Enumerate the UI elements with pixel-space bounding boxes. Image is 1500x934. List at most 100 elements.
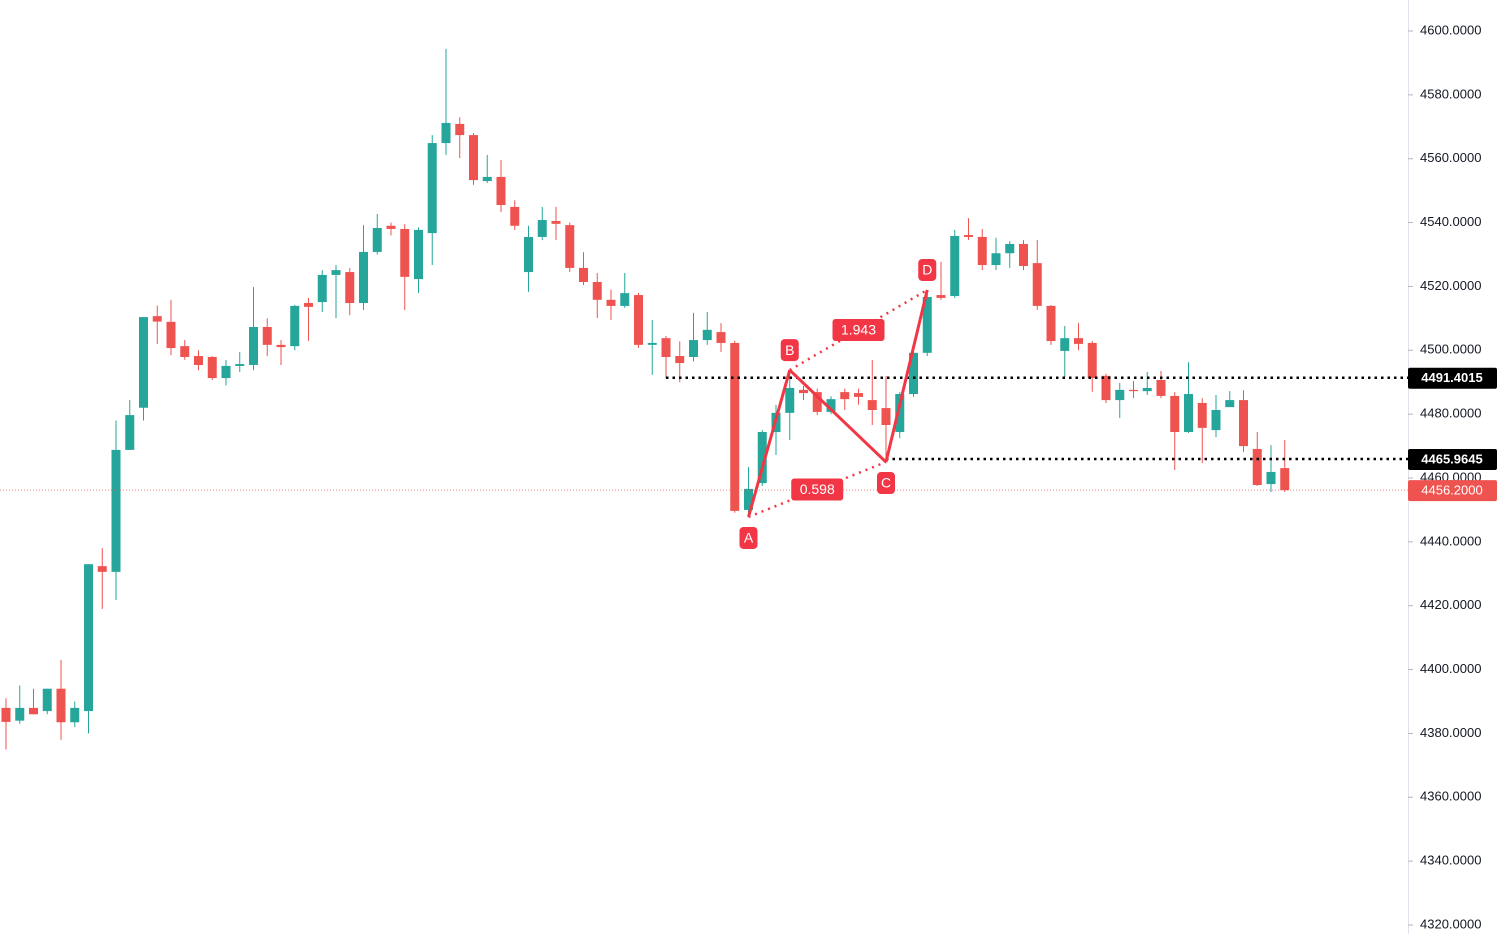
candle-body — [950, 235, 960, 297]
candle-body — [606, 299, 616, 306]
candle-body — [812, 392, 822, 412]
candle-body — [1197, 402, 1207, 428]
candle-body — [1019, 243, 1028, 266]
y-tick-label: 4440.0000 — [1420, 533, 1481, 548]
candle-body — [537, 220, 547, 237]
candle-body — [97, 566, 107, 572]
level-label-box — [1408, 448, 1497, 470]
candle-body — [331, 270, 341, 275]
candle-body — [909, 352, 918, 395]
candle-body — [207, 356, 217, 379]
candle-body — [372, 227, 382, 252]
ratio-box — [791, 478, 844, 501]
candle-body — [166, 321, 176, 349]
point-label: C — [881, 475, 891, 491]
candle-body — [730, 342, 740, 511]
candle-body — [675, 356, 685, 364]
candle-body — [1005, 243, 1015, 254]
candle-body — [84, 564, 93, 712]
candle-body — [317, 274, 327, 303]
candle-body — [125, 415, 135, 450]
candle-body — [1046, 305, 1056, 342]
candle-body — [1, 707, 11, 722]
candle-body — [386, 225, 396, 229]
candle-body — [1170, 395, 1180, 433]
candle-body — [579, 267, 588, 282]
candle-body — [1142, 387, 1152, 392]
candle-body — [702, 329, 712, 341]
candle-body — [1225, 400, 1235, 408]
point-label: B — [785, 342, 794, 358]
point-label: A — [744, 530, 754, 546]
last-price-label: 4456.2000 — [1421, 483, 1482, 498]
candle-body — [194, 356, 203, 365]
candle-body — [647, 342, 657, 345]
y-tick-label: 4380.0000 — [1420, 725, 1481, 740]
candle-body — [1129, 389, 1138, 392]
candle-body — [15, 707, 25, 721]
candle-body — [524, 236, 533, 273]
level-label: 4491.4015 — [1421, 370, 1482, 385]
candle-body — [634, 295, 643, 345]
candle-body — [441, 122, 451, 144]
candle-body — [1074, 338, 1083, 344]
level-label-box — [1408, 367, 1497, 389]
y-tick-label: 4540.0000 — [1420, 214, 1481, 229]
y-tick-label: 4580.0000 — [1420, 86, 1481, 101]
candle-body — [482, 176, 492, 182]
candle-body — [936, 295, 946, 298]
candle-body — [496, 176, 506, 206]
candle-body — [826, 399, 836, 412]
candle-body — [152, 316, 162, 322]
candle-body — [70, 707, 80, 723]
candle-body — [221, 365, 231, 379]
candle-body — [661, 338, 671, 357]
candle-body — [551, 220, 561, 224]
candle-body — [620, 293, 630, 306]
candle-body — [799, 389, 808, 394]
point-box — [780, 339, 799, 362]
ratio-label: 1.943 — [841, 322, 876, 338]
ratio-box — [832, 319, 885, 342]
candle-body — [1101, 375, 1111, 401]
candle-body — [881, 408, 891, 425]
candle-body — [1239, 400, 1248, 447]
candle-body — [180, 346, 190, 357]
candle-body — [304, 303, 313, 307]
candle-body — [414, 229, 423, 280]
pattern-leg — [884, 289, 929, 463]
last-price-box — [1408, 480, 1497, 502]
candle-body — [276, 344, 286, 348]
pattern-leg — [747, 369, 792, 518]
candle-body — [1266, 471, 1276, 485]
candle-body — [922, 296, 932, 353]
candle-body — [867, 400, 877, 410]
candle-body — [991, 253, 1001, 266]
candle-body — [290, 305, 300, 347]
candle-body — [455, 123, 465, 136]
y-tick-label: 4520.0000 — [1420, 278, 1481, 293]
pattern-leg — [788, 368, 888, 464]
candle-body — [1280, 468, 1290, 491]
candle-body — [1252, 448, 1262, 486]
candle-body — [1115, 389, 1125, 401]
candle-body — [56, 688, 66, 723]
candle-body — [689, 340, 698, 357]
candle-body — [1156, 379, 1166, 396]
candle-body — [1032, 263, 1042, 306]
candle-body — [1087, 342, 1097, 379]
candle-body — [757, 432, 767, 484]
point-label: D — [922, 262, 932, 278]
point-box — [877, 472, 895, 495]
candle-body — [469, 135, 478, 181]
candle-body — [1211, 409, 1221, 431]
candle-body — [235, 364, 245, 366]
candle-body — [359, 251, 368, 304]
candle-body — [249, 326, 258, 365]
y-tick-label: 4360.0000 — [1420, 789, 1481, 804]
candle-body — [427, 143, 437, 234]
candle-body — [42, 688, 52, 712]
candle-body — [744, 488, 753, 510]
candle-body — [1184, 394, 1193, 433]
